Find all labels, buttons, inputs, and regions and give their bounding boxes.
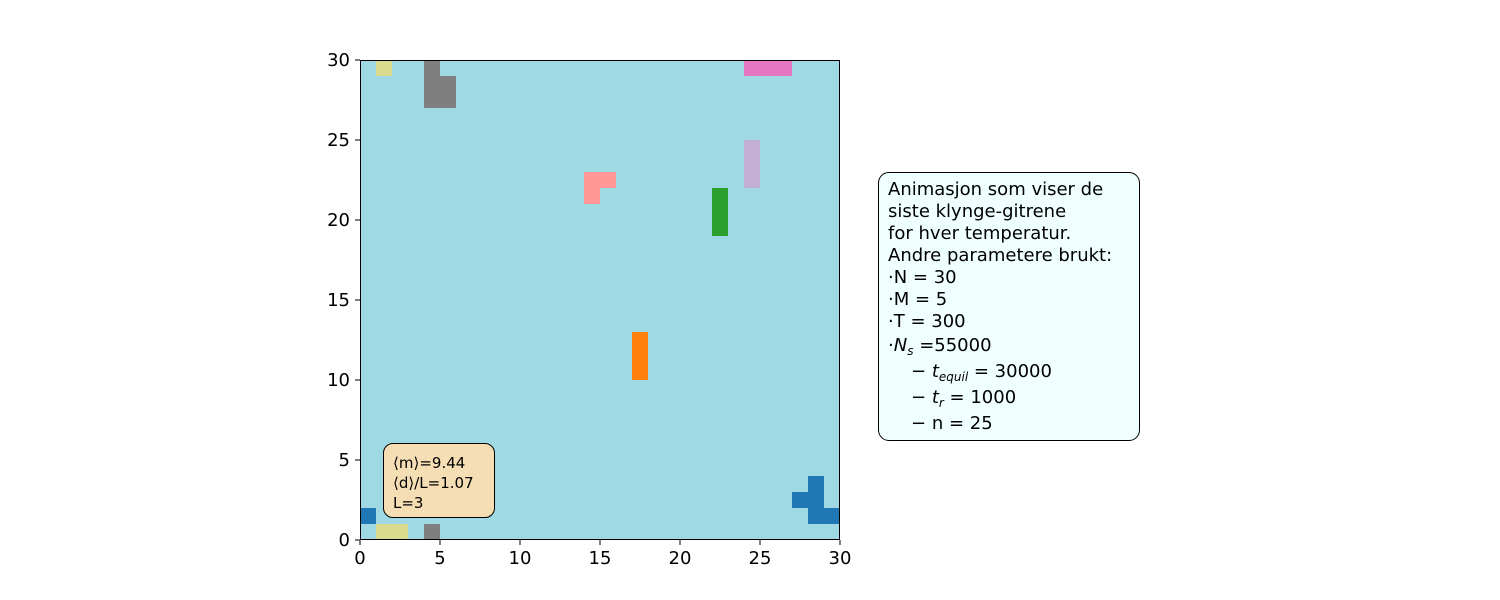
x-axis: 0 5 10 15 20 25 30 [354, 540, 851, 569]
info-line-4: Andre parametere brukt: [888, 245, 1113, 266]
cluster-4-cell [744, 60, 760, 76]
cluster-1-cell [808, 508, 824, 524]
cluster-3-cell [424, 76, 440, 92]
cluster-2-cell [392, 524, 408, 540]
x-tick-label: 15 [589, 548, 612, 569]
parameters-info-box: Animasjon som viser de siste klynge-gitr… [878, 172, 1140, 441]
info-line-3: for hver temperatur. [888, 223, 1072, 244]
cluster-6-cell [600, 172, 616, 188]
cluster-7-cell [712, 220, 728, 236]
y-tick-label: 10 [327, 370, 350, 391]
x-tick-label: 25 [749, 548, 772, 569]
cluster-3-cell [424, 92, 440, 108]
plot-frame [360, 60, 840, 540]
cluster-3-cell [424, 60, 440, 76]
param-M: ·M = 5 [888, 289, 948, 310]
y-tick-label: 25 [327, 130, 350, 151]
x-tick-label: 30 [829, 548, 852, 569]
x-tick-label: 5 [434, 548, 445, 569]
cluster-5-cell [744, 156, 760, 172]
cluster-1-cell [360, 508, 376, 524]
cluster-stats-box: ⟨m⟩=9.44 ⟨d⟩/L=1.07 L=3 [383, 443, 495, 518]
cluster-6-cell [584, 188, 600, 204]
cluster-8-cell [632, 364, 648, 380]
cluster-1-cell [792, 492, 808, 508]
y-tick-label: 5 [339, 450, 350, 471]
y-tick-label: 20 [327, 210, 350, 231]
param-N: ·N = 30 [888, 267, 957, 288]
y-tick-label: 15 [327, 290, 350, 311]
cluster-7-cell [712, 204, 728, 220]
cluster-1-cell [824, 508, 840, 524]
y-axis: 0 5 10 15 20 25 30 [327, 50, 360, 551]
cluster-2-cell [376, 60, 392, 76]
param-t-r: − tr = 1000 [911, 387, 1017, 410]
cluster-8-cell [632, 332, 648, 348]
param-t-equil: − tequil = 30000 [911, 361, 1052, 384]
cluster-cells [360, 60, 840, 540]
y-tick-label: 30 [327, 50, 350, 71]
cluster-4-cell [776, 60, 792, 76]
cluster-2-cell [376, 524, 392, 540]
info-line-2: siste klynge-gitrene [888, 201, 1067, 222]
info-line-1: Animasjon som viser de [888, 179, 1104, 200]
x-tick-label: 10 [509, 548, 532, 569]
mean-cluster-size-text: ⟨m⟩=9.44 [393, 454, 466, 472]
param-n: − n = 25 [911, 413, 993, 434]
param-Ns: ·Ns =55000 [888, 335, 992, 358]
cluster-3-cell [440, 92, 456, 108]
x-tick-label: 20 [669, 548, 692, 569]
cluster-4-cell [760, 60, 776, 76]
cluster-5-cell [744, 172, 760, 188]
cluster-3-cell [424, 524, 440, 540]
mean-distance-text: ⟨d⟩/L=1.07 [393, 474, 474, 492]
L-text: L=3 [393, 494, 424, 512]
cluster-8-cell [632, 348, 648, 364]
cluster-1-cell [808, 476, 824, 492]
cluster-5-cell [744, 140, 760, 156]
y-tick-label: 0 [339, 530, 350, 551]
param-T: ·T = 300 [888, 311, 966, 332]
cluster-6-cell [584, 172, 600, 188]
cluster-1-cell [808, 492, 824, 508]
cluster-7-cell [712, 188, 728, 204]
cluster-3-cell [440, 76, 456, 92]
x-tick-label: 0 [354, 548, 365, 569]
